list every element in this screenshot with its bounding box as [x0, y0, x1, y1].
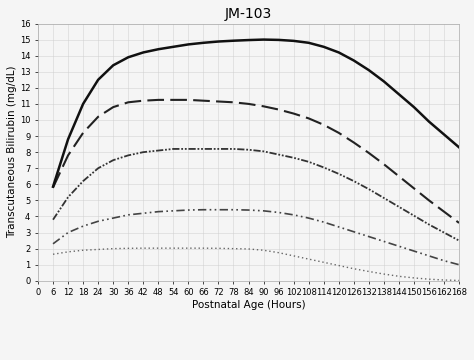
- X-axis label: Postnatal Age (Hours): Postnatal Age (Hours): [191, 300, 305, 310]
- Title: JM-103: JM-103: [225, 7, 272, 21]
- Y-axis label: Transcutaneous Bilirubin (mg/dL): Transcutaneous Bilirubin (mg/dL): [7, 66, 17, 238]
